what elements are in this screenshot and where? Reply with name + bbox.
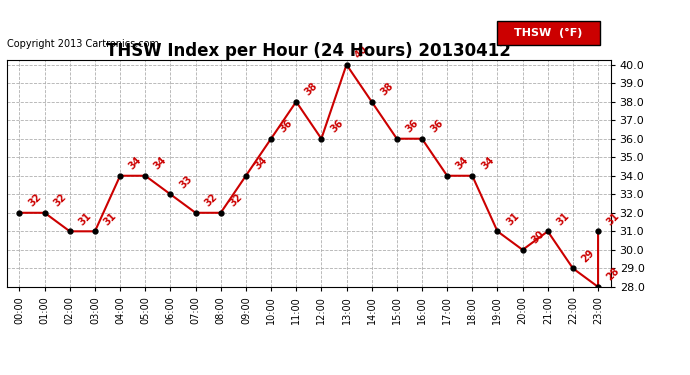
- Text: 40: 40: [353, 44, 370, 60]
- Text: 29: 29: [580, 248, 596, 264]
- Text: 31: 31: [605, 210, 622, 227]
- Text: 28: 28: [605, 266, 622, 283]
- Text: 32: 32: [52, 192, 68, 208]
- Text: 36: 36: [328, 118, 345, 135]
- Text: 34: 34: [152, 155, 169, 172]
- Text: 32: 32: [203, 192, 219, 208]
- Text: 34: 34: [480, 155, 496, 172]
- Text: 31: 31: [555, 210, 571, 227]
- Text: 38: 38: [303, 81, 320, 98]
- Text: 36: 36: [429, 118, 446, 135]
- Text: 34: 34: [454, 155, 471, 172]
- Text: 34: 34: [127, 155, 144, 172]
- Text: 38: 38: [379, 81, 395, 98]
- Text: 30: 30: [529, 229, 546, 246]
- Text: 32: 32: [228, 192, 244, 208]
- Text: 31: 31: [77, 210, 93, 227]
- Text: Copyright 2013 Cartronics.com: Copyright 2013 Cartronics.com: [7, 39, 159, 50]
- Text: 36: 36: [278, 118, 295, 135]
- Text: 31: 31: [102, 210, 119, 227]
- Title: THSW Index per Hour (24 Hours) 20130412: THSW Index per Hour (24 Hours) 20130412: [106, 42, 511, 60]
- Text: 32: 32: [26, 192, 43, 208]
- Text: 34: 34: [253, 155, 270, 172]
- Text: 36: 36: [404, 118, 420, 135]
- Text: 31: 31: [504, 210, 521, 227]
- Text: THSW  (°F): THSW (°F): [514, 28, 583, 38]
- Text: 33: 33: [177, 174, 194, 190]
